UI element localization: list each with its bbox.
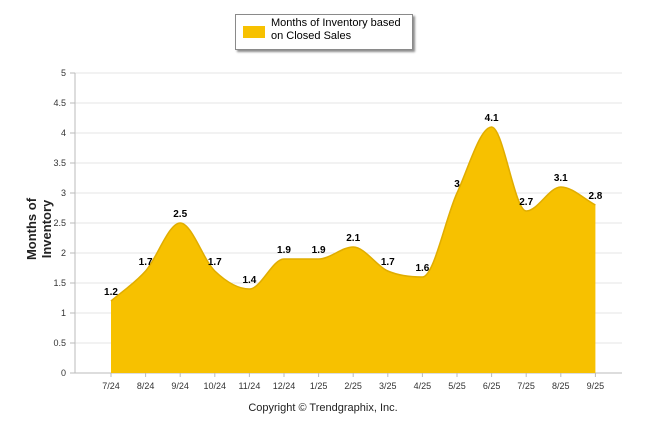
data-label: 2.1: [346, 233, 360, 244]
x-tick-label: 7/24: [102, 381, 120, 391]
x-tick-label: 6/25: [483, 381, 501, 391]
legend-swatch: [243, 26, 265, 38]
y-tick-label: 1.5: [53, 278, 66, 288]
series-line: [110, 126, 596, 302]
data-label: 2.5: [173, 209, 187, 220]
y-tick-label: 0.5: [53, 338, 66, 348]
copyright-text: Copyright © Trendgraphix, Inc.: [248, 402, 398, 414]
y-tick-label: 0: [61, 368, 66, 378]
y-tick-label: 2: [61, 248, 66, 258]
x-tick-label: 8/24: [137, 381, 155, 391]
x-tick-label: 11/24: [238, 381, 260, 391]
data-label: 1.9: [312, 245, 326, 256]
data-label: 1.6: [415, 263, 429, 274]
x-tick-label: 12/24: [273, 381, 296, 391]
data-label: 1.2: [104, 287, 118, 298]
data-label: 4.1: [485, 113, 499, 124]
y-tick-label: 5: [61, 68, 66, 78]
x-tick-label: 9/25: [587, 381, 605, 391]
x-tick-label: 2/25: [344, 381, 362, 391]
data-label: 1.7: [139, 257, 153, 268]
y-tick-label: 3.5: [53, 158, 66, 168]
x-tick-label: 8/25: [552, 381, 570, 391]
data-label: 1.7: [208, 257, 222, 268]
x-tick-label: 7/25: [517, 381, 535, 391]
data-label: 3.1: [554, 173, 568, 184]
x-tick-label: 10/24: [204, 381, 227, 391]
x-tick-label: 1/25: [310, 381, 328, 391]
data-label: 2.8: [588, 191, 602, 202]
y-tick-label: 4: [61, 128, 66, 138]
series-area: [111, 127, 596, 373]
x-tick-label: 5/25: [448, 381, 466, 391]
y-tick-label: 1: [61, 308, 66, 318]
data-label: 1.9: [277, 245, 291, 256]
y-tick-label: 3: [61, 188, 66, 198]
chart-legend: Months of Inventory based on Closed Sale…: [235, 14, 413, 50]
x-tick-label: 3/25: [379, 381, 397, 391]
data-label: 1.4: [242, 275, 256, 286]
data-label: 2.7: [519, 197, 533, 208]
x-tick-label: 4/25: [414, 381, 432, 391]
legend-label: Months of Inventory based on Closed Sale…: [271, 17, 401, 42]
data-label: 3: [454, 179, 460, 190]
y-tick-label: 4.5: [53, 98, 66, 108]
data-label: 1.7: [381, 257, 395, 268]
y-tick-label: 2.5: [53, 218, 66, 228]
x-tick-label: 9/24: [171, 381, 189, 391]
